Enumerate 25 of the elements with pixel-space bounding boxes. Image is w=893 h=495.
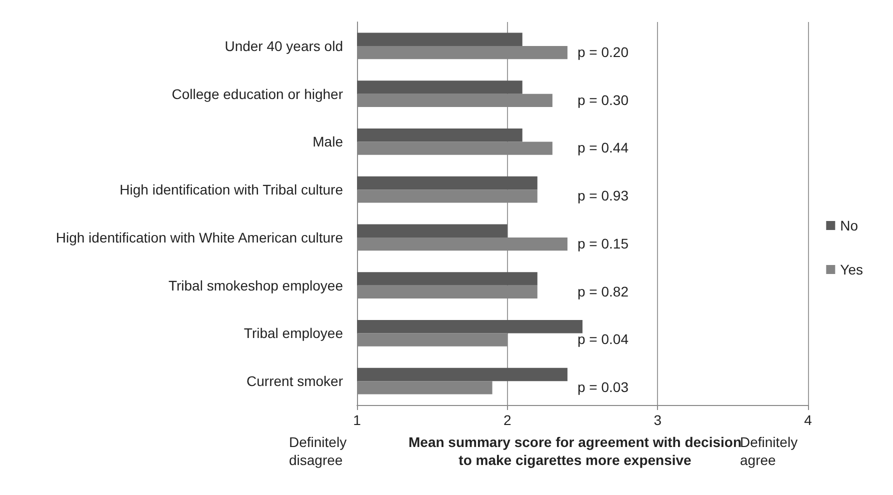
x-axis-title: Mean summary score for agreement with decision to make cigarettes more expensive [408,434,742,468]
annotation: p = 0.44 [578,140,629,156]
y-tick-label: Under 40 years old [224,38,343,54]
y-tick-label: High identification with Tribal culture [120,182,344,198]
annotation: p = 0.93 [578,188,629,204]
y-tick-label: Male [312,134,344,150]
annotation: p = 0.82 [578,283,629,300]
y-tick-label: Current smoker [246,373,344,390]
legend-label: Yes [840,262,864,278]
x-tick-label: 4 [804,412,812,428]
y-tick-label: Tribal smokeshop employee [168,277,344,294]
y-tick-label: College education or higher [172,86,344,102]
annotation: p = 0.20 [578,44,629,60]
legend-label: No [840,218,858,234]
y-tick-label: High identification with White American culture [56,229,344,246]
text: Definitely agree [740,434,798,468]
y-tick-label: Tribal employee [244,325,344,342]
x-tick-label: 1 [353,412,362,428]
annotation: p = 0.30 [578,92,629,108]
annotation: p = 0.04 [578,331,629,348]
text: Definitely disagree [289,434,347,468]
annotation: p = 0.03 [578,379,629,396]
x-tick-label: 3 [654,412,662,428]
x-tick-label: 2 [503,412,512,428]
annotation: p = 0.15 [578,235,629,252]
